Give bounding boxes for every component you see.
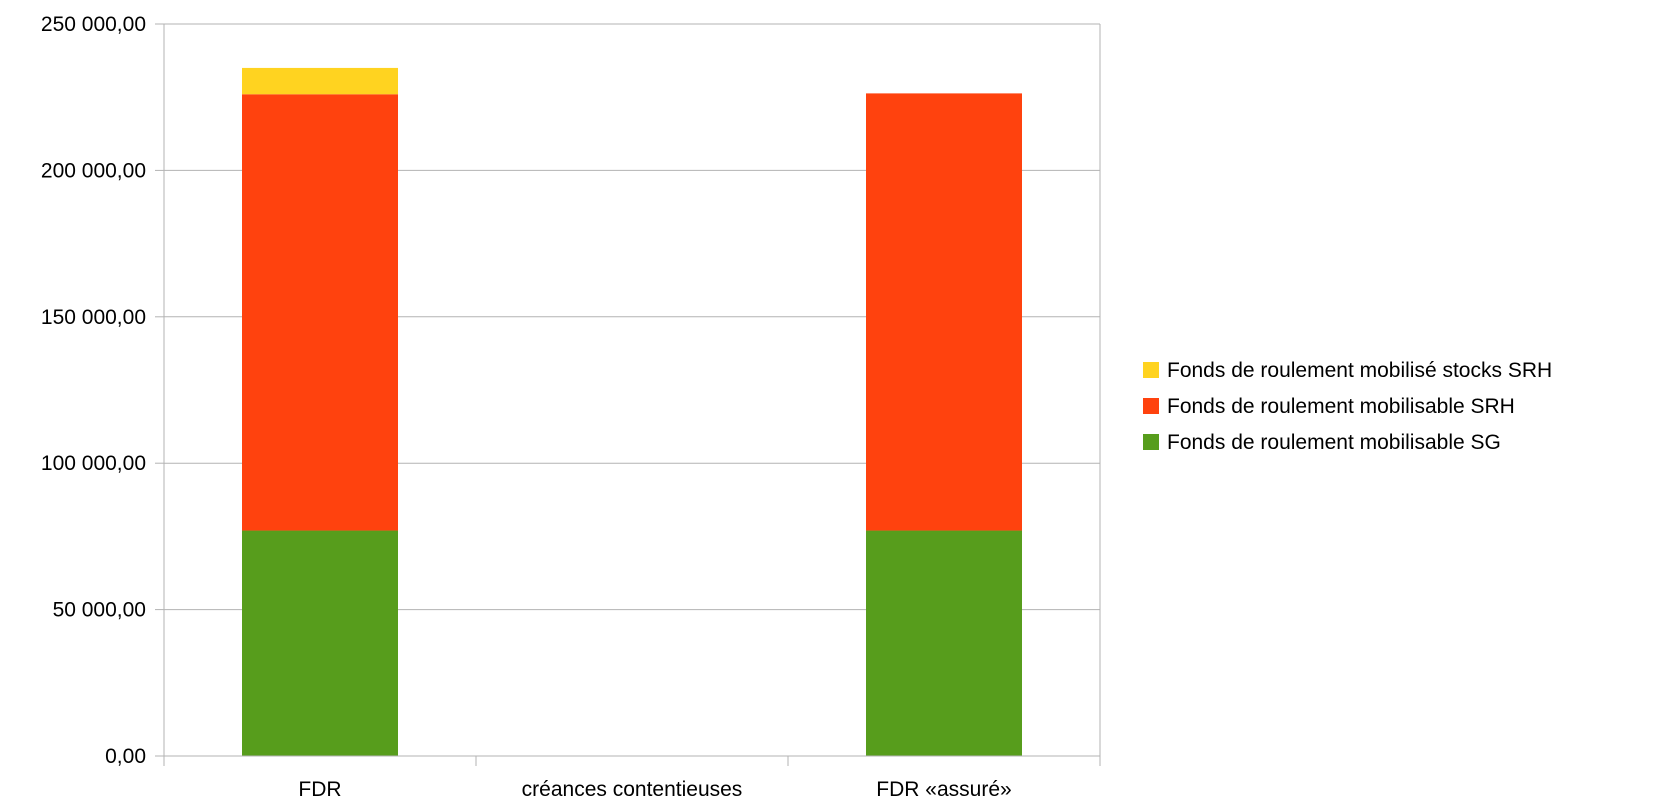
- y-tick-label: 150 000,00: [41, 306, 146, 329]
- bars: [242, 67, 1022, 756]
- axes: [155, 23, 1101, 766]
- legend-label: Fonds de roulement mobilisable SRH: [1167, 395, 1515, 418]
- bar-segment: [866, 93, 1022, 531]
- legend-swatch: [1143, 362, 1159, 378]
- y-tick-label: 50 000,00: [53, 599, 146, 622]
- legend: Fonds de roulement mobilisé stocks SRH Fo…: [1143, 359, 1552, 454]
- x-axis-categories: FDR créances contentieuses FDR «assuré»: [298, 778, 1011, 801]
- x-category-label: créances contentieuses: [522, 778, 743, 801]
- legend-swatch: [1143, 434, 1159, 450]
- bar-segment: [866, 530, 1022, 756]
- bar-segment: [242, 94, 398, 531]
- x-category-label: FDR «assuré»: [876, 778, 1011, 801]
- bar-segment: [242, 67, 398, 95]
- x-category-label: FDR: [298, 778, 341, 801]
- y-axis-ticks: 0,00 50 000,00 100 000,00 150 000,00 200 000…: [41, 13, 146, 768]
- y-tick-label: 200 000,00: [41, 159, 146, 182]
- legend-label: Fonds de roulement mobilisable SG: [1167, 431, 1501, 454]
- legend-swatch: [1143, 398, 1159, 414]
- y-tick-label: 100 000,00: [41, 452, 146, 475]
- legend-label: Fonds de roulement mobilisé stocks SRH: [1167, 359, 1552, 382]
- bar-segment: [242, 530, 398, 756]
- y-tick-label: 0,00: [105, 745, 146, 768]
- y-tick-label: 250 000,00: [41, 13, 146, 36]
